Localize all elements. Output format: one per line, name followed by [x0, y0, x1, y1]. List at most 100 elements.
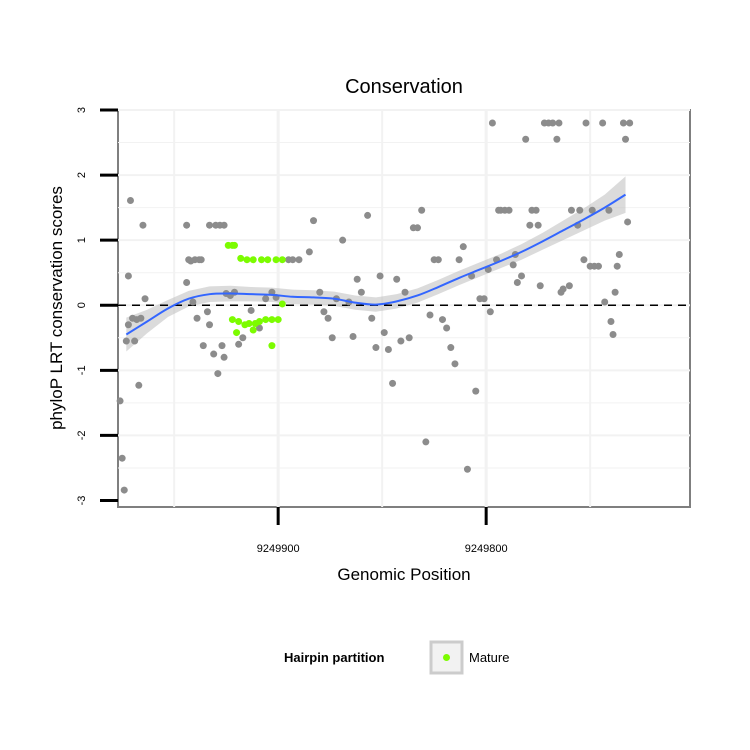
point-other — [183, 278, 191, 286]
smooth-line-layer — [125, 193, 627, 336]
point-other — [124, 321, 132, 329]
point-other — [118, 454, 126, 462]
point-other — [613, 262, 621, 270]
point-other — [397, 337, 405, 345]
point-other — [220, 221, 228, 229]
point-other — [310, 217, 318, 225]
point-other — [443, 324, 451, 332]
point-other — [549, 119, 557, 127]
point-mature — [249, 326, 257, 334]
point-other — [393, 275, 401, 283]
point-other — [607, 318, 615, 326]
point-other — [328, 334, 336, 342]
point-other — [353, 275, 361, 283]
x-axis-title: Genomic Position — [337, 565, 470, 584]
point-other — [447, 344, 455, 352]
point-mature — [245, 319, 253, 327]
point-other — [480, 295, 488, 303]
point-other — [438, 316, 446, 324]
point-other — [459, 243, 467, 251]
point-other — [206, 321, 214, 329]
point-other — [463, 465, 471, 473]
point-other — [124, 272, 132, 280]
point-other — [422, 438, 430, 446]
point-other — [320, 308, 328, 316]
smooth-line — [125, 193, 627, 336]
point-other — [626, 119, 634, 127]
point-other — [414, 224, 422, 232]
point-other — [553, 135, 561, 143]
plot-panel — [117, 109, 691, 508]
point-other — [594, 262, 602, 270]
point-other — [534, 221, 542, 229]
y-axis-title: phyloP LRT conservation scores — [47, 186, 66, 430]
point-other — [536, 282, 544, 290]
point-other — [567, 206, 575, 214]
point-other — [582, 119, 590, 127]
y-tick-label: -3 — [76, 496, 88, 506]
point-other — [434, 256, 442, 264]
y-tick-label: 0 — [76, 302, 88, 308]
point-mature — [272, 256, 280, 264]
point-other — [588, 206, 596, 214]
point-other — [619, 119, 627, 127]
point-mature — [233, 329, 241, 337]
point-other — [384, 346, 392, 354]
point-mature — [249, 256, 257, 264]
point-other — [599, 119, 607, 127]
point-other — [122, 337, 130, 345]
point-other — [137, 314, 145, 322]
point-other — [380, 329, 388, 337]
point-other — [472, 387, 480, 395]
point-other — [289, 256, 297, 264]
point-mature — [274, 316, 282, 324]
point-other — [255, 324, 263, 332]
y-tick-label: 3 — [76, 107, 88, 113]
point-other — [518, 272, 526, 280]
point-mature — [228, 316, 236, 324]
point-other — [324, 314, 332, 322]
point-mature — [258, 256, 266, 264]
point-mature — [268, 342, 276, 350]
point-other — [609, 331, 617, 339]
point-other — [555, 119, 563, 127]
point-other — [126, 196, 134, 204]
legend-title: Hairpin partition — [284, 650, 384, 665]
legend-label-mature: Mature — [469, 650, 509, 665]
point-other — [197, 256, 205, 264]
point-mature — [237, 254, 245, 262]
point-other — [624, 218, 632, 226]
y-tick-label: 1 — [76, 237, 88, 243]
point-other — [368, 314, 376, 322]
point-other — [615, 250, 623, 258]
point-mature — [235, 318, 243, 326]
point-other — [505, 206, 513, 214]
data-points — [116, 119, 634, 494]
point-other — [183, 221, 191, 229]
point-other — [532, 206, 540, 214]
point-other — [295, 256, 303, 264]
point-other — [139, 221, 147, 229]
legend-marker-mature — [443, 654, 450, 661]
point-other — [389, 379, 397, 387]
point-other — [405, 334, 413, 342]
point-other — [522, 135, 530, 143]
point-other — [230, 288, 238, 296]
point-other — [141, 295, 149, 303]
point-other — [376, 272, 384, 280]
legend: Hairpin partition Mature — [284, 640, 509, 675]
point-other — [116, 397, 124, 405]
point-other — [305, 248, 313, 256]
point-other — [120, 486, 128, 494]
point-other — [218, 342, 226, 350]
x-axis: 9249900 9249800 — [257, 507, 508, 555]
point-mature — [278, 256, 286, 264]
y-tick-label: -2 — [76, 431, 88, 441]
point-other — [349, 332, 357, 340]
point-other — [262, 295, 270, 303]
point-other — [526, 221, 534, 229]
y-tick-label: -1 — [76, 365, 88, 375]
point-mature — [230, 241, 238, 249]
point-other — [509, 261, 517, 269]
